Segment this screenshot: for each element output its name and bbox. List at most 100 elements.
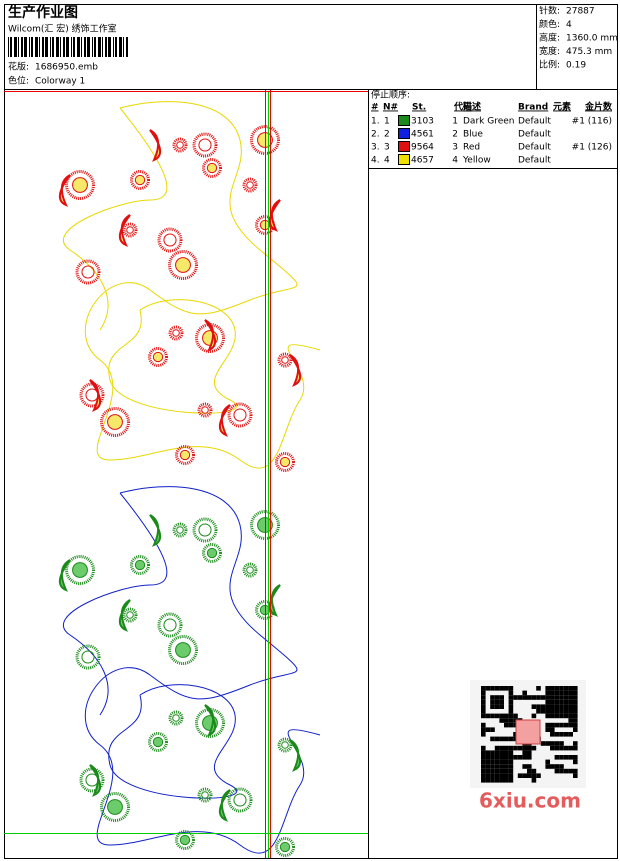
leaf <box>89 379 101 412</box>
qr-cell <box>504 722 509 728</box>
qr-cell <box>559 709 564 714</box>
qr-cell <box>499 759 504 765</box>
ring <box>79 767 105 793</box>
ring-inner <box>126 226 134 234</box>
watermark: 6xiu.com <box>479 789 581 813</box>
qr-cell <box>559 768 564 774</box>
column-header: 描述 <box>463 101 481 113</box>
colorway-label: 色位: <box>8 75 29 87</box>
ring-inner <box>233 408 247 422</box>
qr-cell <box>499 773 504 778</box>
qr-cell <box>554 704 560 709</box>
qr-cell <box>568 690 573 696</box>
qr-cell <box>559 699 564 705</box>
swatch <box>398 141 410 152</box>
stat-value: 475.3 mm <box>566 47 612 57</box>
ring-inner <box>172 714 180 722</box>
qr-cell <box>481 699 486 705</box>
ring-inner <box>134 174 146 186</box>
qr-cell <box>545 695 550 700</box>
bar <box>115 37 117 57</box>
ring-inner <box>246 566 254 574</box>
qr-cell <box>481 695 486 700</box>
cell: Blue <box>463 130 483 140</box>
qr-cell <box>559 695 564 700</box>
qr-cell <box>550 741 555 746</box>
qr-cell <box>508 773 514 778</box>
qr-cell <box>517 695 523 700</box>
qr-cell <box>563 686 569 691</box>
cell: #1 (126) <box>572 143 612 153</box>
qr-cell <box>522 690 527 696</box>
company: Wilcom(汇 宏) 绣饰工作室 <box>8 23 117 35</box>
qr-cell <box>499 695 504 700</box>
qr-cell <box>494 713 500 719</box>
ring-inner <box>81 265 95 279</box>
ring <box>168 250 198 280</box>
qr-cell <box>563 713 569 719</box>
outline <box>62 486 321 854</box>
stat-label: 宽度: <box>539 45 560 57</box>
qr-cell <box>536 686 541 691</box>
qr-cell <box>554 741 560 746</box>
cell: 1 <box>452 117 458 127</box>
qr-cell <box>559 745 564 751</box>
bar <box>29 37 30 57</box>
qr-cell <box>499 778 504 783</box>
qr-cell <box>504 745 509 751</box>
qr-cell <box>517 755 523 760</box>
qr-cell <box>536 695 541 700</box>
leaf <box>269 584 281 617</box>
qr-cell <box>531 768 537 774</box>
bar <box>50 37 51 57</box>
ring-inner <box>152 351 164 363</box>
bar <box>123 37 124 57</box>
ring-inner <box>206 162 218 174</box>
bar <box>14 37 17 57</box>
cell: Red <box>463 143 480 153</box>
bar <box>92 37 93 57</box>
qr-cell <box>522 695 527 700</box>
qr-cell <box>490 704 495 709</box>
ring <box>130 555 150 575</box>
qr-cell <box>550 745 555 751</box>
leaf <box>89 764 101 797</box>
qr-cell <box>481 768 486 774</box>
qr-cell <box>563 690 569 696</box>
qr-cell <box>540 709 546 714</box>
qr-cell <box>563 755 569 760</box>
qr-cell <box>563 745 569 751</box>
qr-cell <box>522 773 527 778</box>
qr-cell <box>504 736 509 742</box>
design-value: 1686950.emb <box>35 63 98 73</box>
ring <box>242 177 258 193</box>
qr-cell <box>550 699 555 705</box>
qr-cell <box>563 695 569 700</box>
cell: 4. <box>371 156 380 166</box>
qr-cell <box>508 750 514 755</box>
qr-cell <box>504 713 509 719</box>
qr-cell <box>550 722 555 728</box>
qr-cell <box>485 750 491 755</box>
qr-cell <box>554 699 560 705</box>
qr-cell <box>490 778 495 783</box>
ring <box>227 402 253 428</box>
qr-cell <box>494 750 500 755</box>
ring <box>195 323 225 353</box>
qr-cell <box>494 745 500 751</box>
ring <box>157 227 183 253</box>
qr-cell <box>550 709 555 714</box>
qr-cell <box>481 773 486 778</box>
qr-cell <box>522 745 527 751</box>
column-header: # <box>371 103 379 113</box>
bar <box>87 37 90 57</box>
leaf <box>219 789 231 822</box>
qr-cell <box>536 773 541 778</box>
qr-cell <box>513 713 518 719</box>
qr-cell <box>508 736 514 742</box>
ring-inner <box>176 526 184 534</box>
ring-inner <box>134 559 146 571</box>
leaf <box>269 199 281 232</box>
qr-cell <box>508 759 514 765</box>
ring <box>75 259 101 285</box>
